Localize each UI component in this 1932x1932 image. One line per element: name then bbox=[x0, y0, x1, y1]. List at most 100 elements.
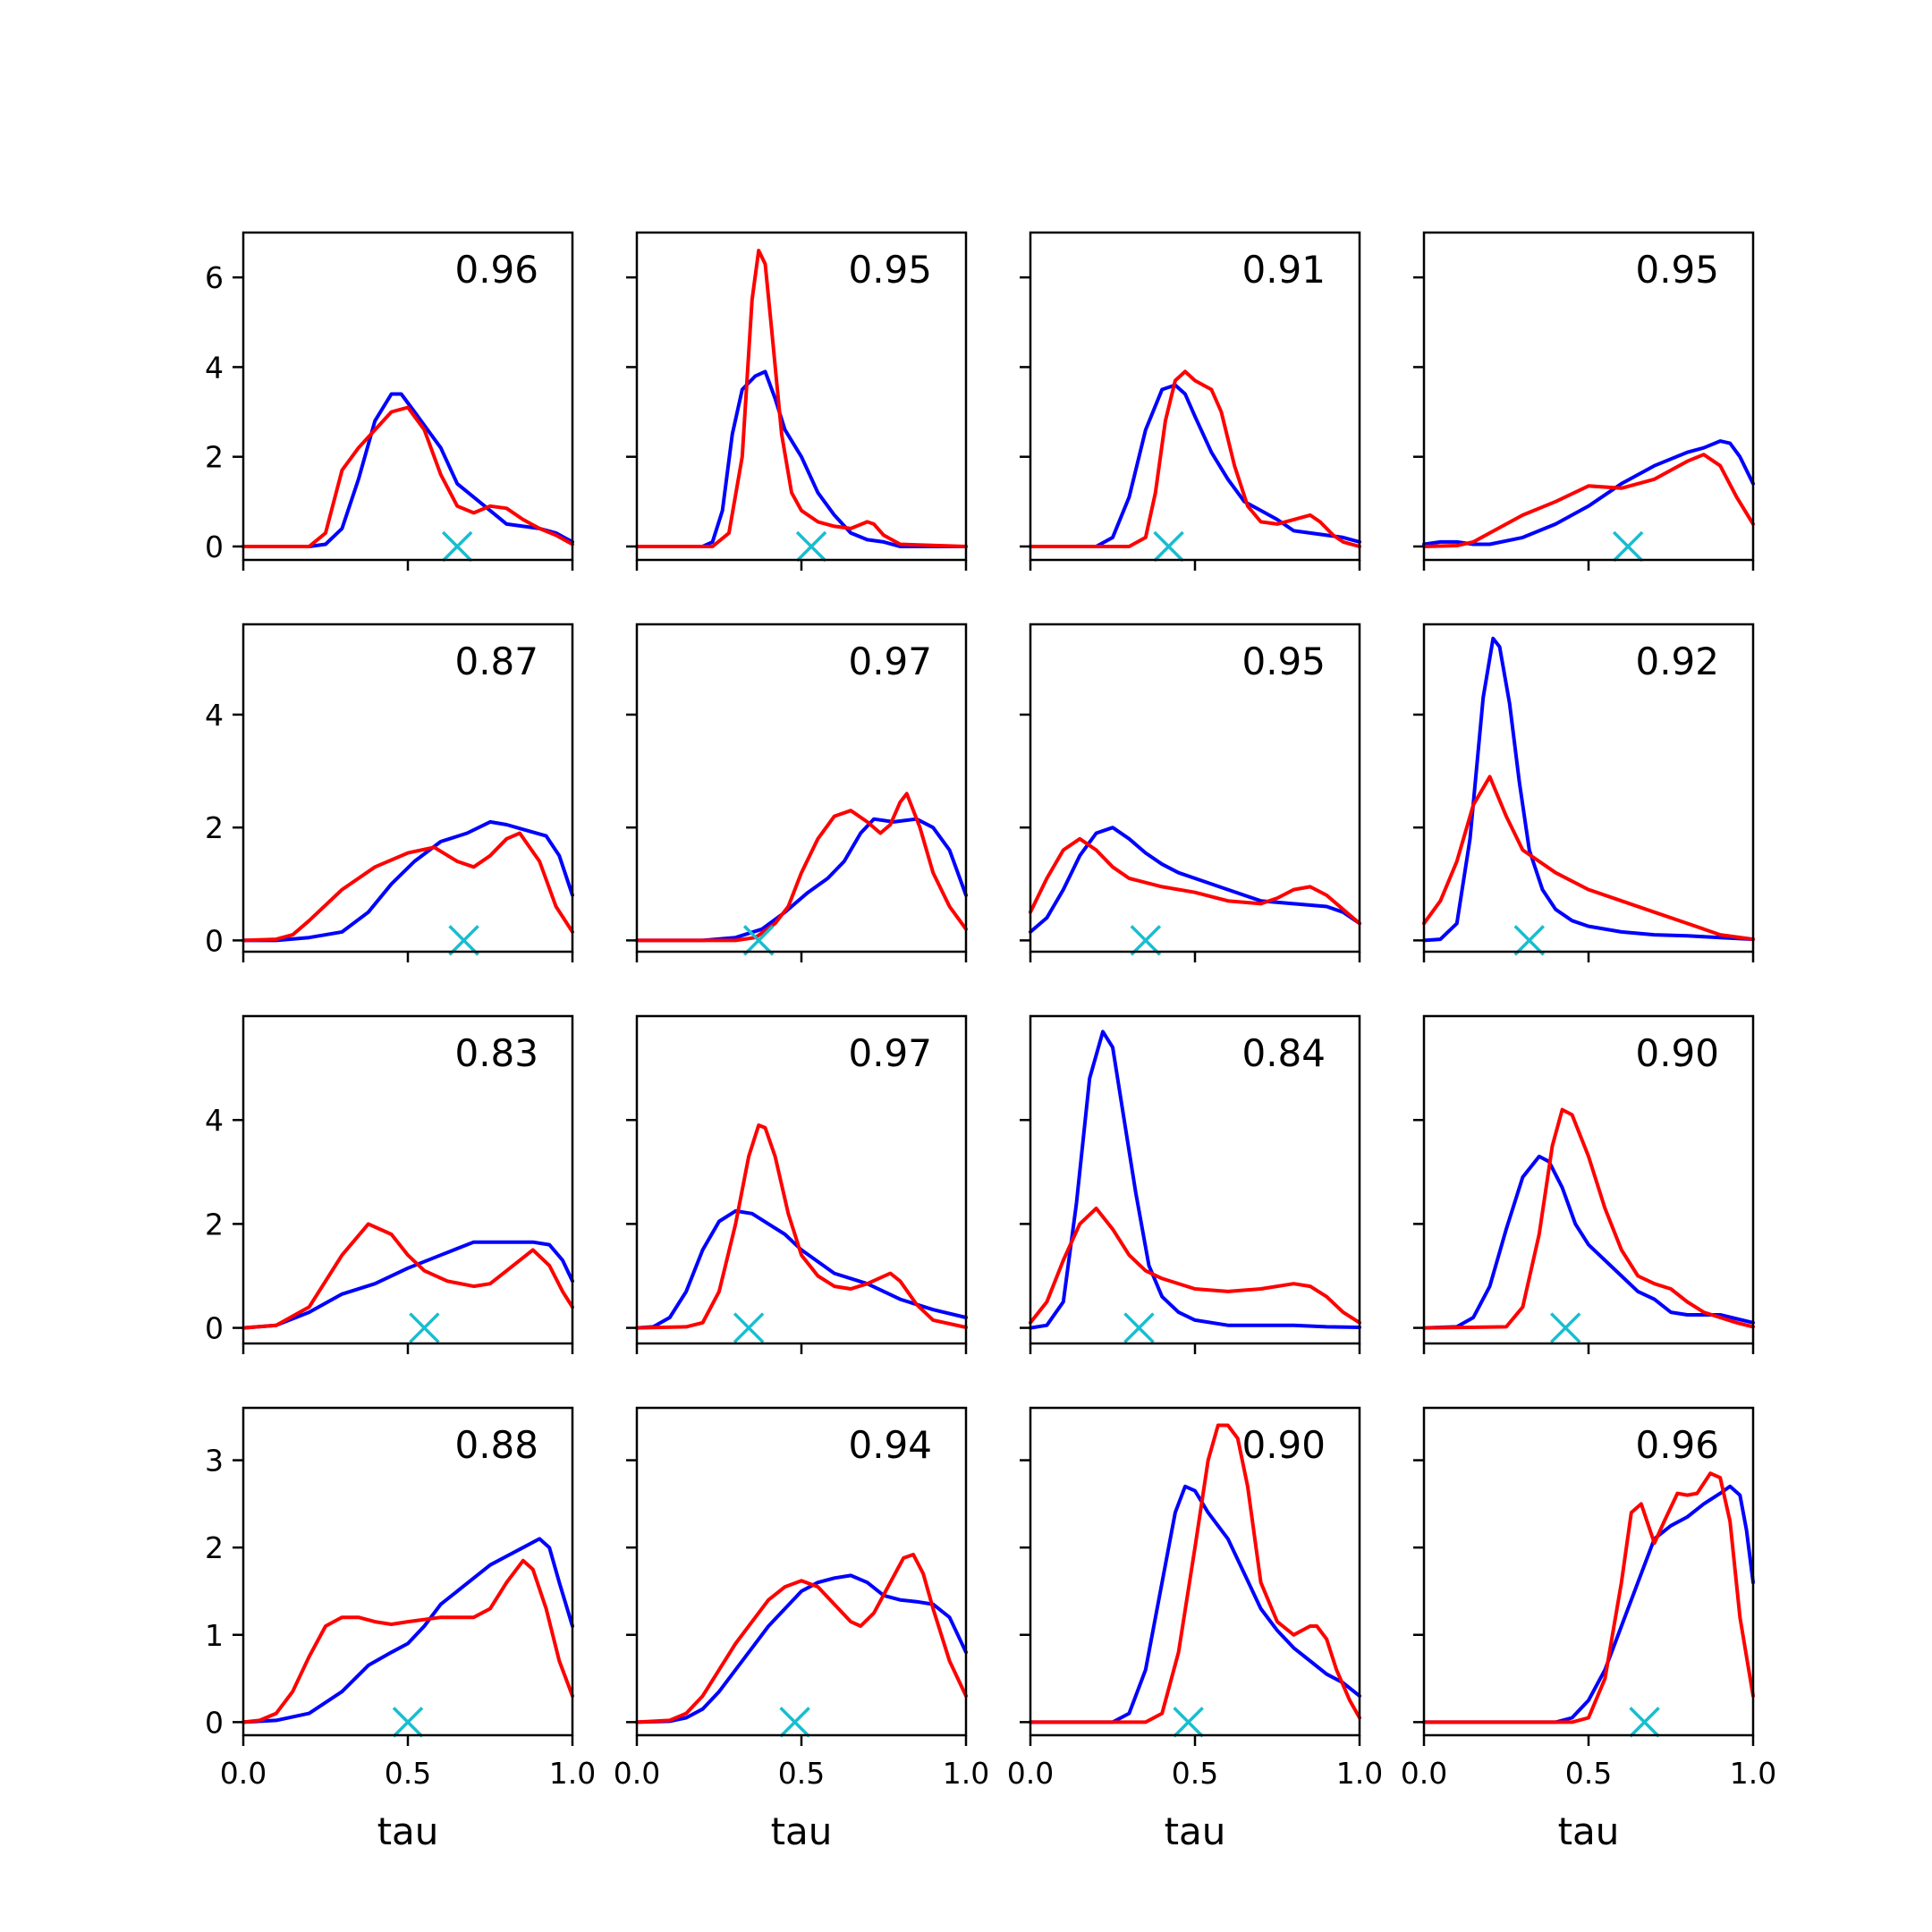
series-line-blue bbox=[635, 1208, 968, 1330]
x-marker-stroke bbox=[742, 925, 775, 956]
panel-annotation: 0.88 bbox=[454, 1423, 538, 1467]
x-marker bbox=[742, 925, 775, 956]
series-line-red bbox=[242, 405, 574, 548]
series-line-blue bbox=[635, 369, 968, 548]
x-tick-label: 0.5 bbox=[778, 1756, 825, 1791]
x-marker-stroke bbox=[1123, 1312, 1155, 1343]
series-line-blue bbox=[242, 819, 574, 943]
y-tick-label: 2 bbox=[205, 1207, 224, 1241]
x-marker bbox=[1123, 1312, 1155, 1343]
series-line-blue bbox=[1029, 1484, 1361, 1724]
x-marker bbox=[441, 530, 473, 563]
subplot-8: 0.92 bbox=[1413, 623, 1755, 962]
panel-annotation: 0.97 bbox=[848, 1031, 932, 1075]
series-line-red bbox=[242, 831, 574, 943]
y-tick-label: 4 bbox=[205, 1103, 224, 1138]
series-line-blue bbox=[1422, 1484, 1755, 1724]
panel-annotation: 0.96 bbox=[454, 248, 538, 292]
x-tick-label: 0.0 bbox=[1007, 1756, 1054, 1791]
series-line-red bbox=[1029, 836, 1361, 926]
y-tick-label: 2 bbox=[205, 810, 224, 845]
x-marker-stroke bbox=[795, 530, 827, 563]
panel-annotation: 0.95 bbox=[1635, 248, 1719, 292]
y-tick-label: 0 bbox=[205, 530, 224, 564]
subplot-2: 0.95 bbox=[626, 231, 968, 571]
x-axis-label: tau bbox=[771, 1809, 833, 1853]
series-line-red bbox=[1422, 1107, 1755, 1330]
x-marker-stroke bbox=[441, 530, 473, 563]
x-marker bbox=[1173, 1707, 1204, 1738]
x-marker bbox=[1153, 530, 1184, 563]
panel-annotation: 0.90 bbox=[1241, 1423, 1326, 1467]
series-line-blue bbox=[635, 1573, 968, 1724]
x-marker-stroke bbox=[1173, 1707, 1204, 1738]
series-line-red bbox=[1422, 1471, 1755, 1724]
subplot-16: 0.96 0.0 0.5 1.0 tau bbox=[1401, 1406, 1776, 1853]
subplot-13: 0.88 0 1 2 3 0.0 0.5 1.0 tau bbox=[205, 1406, 596, 1853]
subplot-6: 0.97 bbox=[626, 623, 968, 962]
series-line-red bbox=[1029, 1423, 1361, 1724]
subplot-7: 0.95 bbox=[1020, 623, 1361, 962]
series-line-red bbox=[1029, 1207, 1361, 1325]
y-tick-label: 0 bbox=[205, 923, 224, 958]
y-tick-label: 0 bbox=[205, 1705, 224, 1740]
subplot-5: 0.87 0 2 4 bbox=[205, 623, 574, 962]
y-tick-label: 2 bbox=[205, 440, 224, 475]
series-line-red bbox=[242, 1222, 574, 1330]
x-marker bbox=[733, 1312, 765, 1343]
y-tick-label: 4 bbox=[205, 350, 224, 385]
x-marker-stroke bbox=[1513, 925, 1545, 956]
subplot-12: 0.90 bbox=[1413, 1014, 1755, 1354]
x-marker bbox=[1550, 1312, 1581, 1343]
x-marker-stroke bbox=[779, 1707, 810, 1738]
series-line-red bbox=[635, 1553, 968, 1724]
x-marker bbox=[1513, 925, 1545, 956]
x-tick-label: 0.0 bbox=[614, 1756, 660, 1791]
x-marker-stroke bbox=[1612, 530, 1644, 563]
panel-annotation: 0.97 bbox=[848, 640, 932, 683]
series-line-red bbox=[1422, 775, 1755, 942]
subplot-3: 0.91 bbox=[1020, 231, 1361, 571]
series-line-red bbox=[635, 249, 968, 548]
x-marker bbox=[779, 1707, 810, 1738]
series-line-blue bbox=[1029, 383, 1361, 548]
x-marker-stroke bbox=[392, 1707, 424, 1738]
series-line-blue bbox=[1422, 1154, 1755, 1330]
x-marker-stroke bbox=[1629, 1707, 1660, 1738]
x-marker-stroke bbox=[409, 1312, 440, 1343]
subplot-14: 0.94 0.0 0.5 1.0 tau bbox=[614, 1406, 989, 1853]
x-tick-label: 0.5 bbox=[1565, 1756, 1612, 1791]
series-line-blue bbox=[242, 1537, 574, 1724]
x-marker bbox=[1612, 530, 1644, 563]
subplot-10: 0.97 bbox=[626, 1014, 968, 1354]
x-marker-stroke bbox=[1550, 1312, 1581, 1343]
y-tick-label: 2 bbox=[205, 1530, 224, 1565]
panel-annotation: 0.94 bbox=[848, 1423, 932, 1467]
x-marker bbox=[795, 530, 827, 563]
panel-annotation: 0.91 bbox=[1241, 248, 1326, 292]
x-tick-label: 1.0 bbox=[943, 1756, 989, 1791]
x-tick-label: 1.0 bbox=[1730, 1756, 1776, 1791]
x-marker bbox=[392, 1707, 424, 1738]
subplot-15: 0.90 0.0 0.5 1.0 tau bbox=[1007, 1406, 1383, 1853]
series-line-red bbox=[1422, 453, 1755, 548]
series-line-red bbox=[635, 792, 968, 943]
panel-annotation: 0.90 bbox=[1635, 1031, 1719, 1075]
x-marker bbox=[1629, 1707, 1660, 1738]
x-tick-label: 0.5 bbox=[385, 1756, 431, 1791]
x-marker-stroke bbox=[448, 925, 479, 956]
y-tick-label: 3 bbox=[205, 1444, 224, 1479]
subplot-4: 0.95 bbox=[1413, 231, 1755, 571]
panel-annotation: 0.96 bbox=[1635, 1423, 1719, 1467]
x-marker bbox=[448, 925, 479, 956]
panel-annotation: 0.95 bbox=[848, 248, 932, 292]
series-line-blue bbox=[1029, 1030, 1361, 1330]
panel-annotation: 0.84 bbox=[1241, 1031, 1326, 1075]
series-line-blue bbox=[635, 817, 968, 943]
x-tick-label: 1.0 bbox=[1336, 1756, 1383, 1791]
x-marker bbox=[1130, 925, 1162, 956]
x-axis-label: tau bbox=[1558, 1809, 1620, 1853]
series-line-blue bbox=[242, 1240, 574, 1330]
x-tick-label: 0.5 bbox=[1172, 1756, 1218, 1791]
